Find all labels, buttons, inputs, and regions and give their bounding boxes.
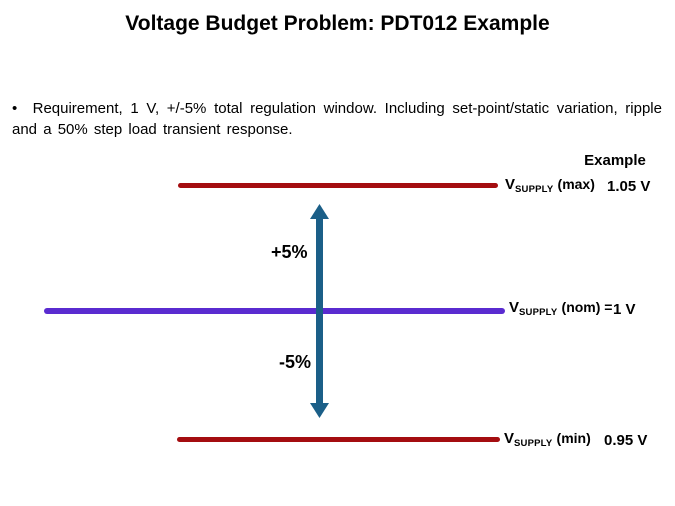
- vmin-label-subscript: SUPPLY: [514, 438, 553, 449]
- vmax-label-v: V: [505, 176, 516, 193]
- plus-five-percent-label: +5%: [271, 242, 308, 262]
- page-title: Voltage Budget Problem: PDT012 Example: [125, 12, 550, 35]
- vnom-line: [44, 308, 505, 314]
- vnom-label-subscript: SUPPLY: [519, 307, 558, 318]
- vmin-label-paren: (min): [556, 430, 591, 446]
- vmin-line: [177, 437, 500, 442]
- vmin-label: VSUPPLY (min): [504, 430, 591, 449]
- vnom-label-paren: (nom) =: [561, 299, 613, 315]
- vnom-value: 1 V: [613, 301, 636, 318]
- bullet-marker: •: [12, 100, 18, 117]
- requirement-bullet: • Requirement, 1 V, +/-5% total regulati…: [12, 98, 662, 140]
- vmax-label-subscript: SUPPLY: [515, 184, 554, 195]
- bullet-text: Requirement, 1 V, +/-5% total regulation…: [12, 100, 662, 138]
- vmin-value: 0.95 V: [604, 432, 648, 449]
- vmax-line: [178, 183, 498, 188]
- vnom-label-v: V: [509, 299, 520, 316]
- vnom-label: VSUPPLY (nom) =: [509, 299, 612, 318]
- arrow-down-head-icon: [310, 403, 329, 418]
- vmax-value: 1.05 V: [607, 178, 651, 195]
- arrow-shaft: [316, 217, 323, 405]
- example-column-header: Example: [584, 152, 646, 169]
- tolerance-double-arrow: [310, 204, 329, 418]
- vmax-label: VSUPPLY (max): [505, 176, 595, 195]
- vmin-label-v: V: [504, 430, 515, 447]
- vmax-label-paren: (max): [557, 176, 595, 192]
- minus-five-percent-label: -5%: [279, 352, 312, 372]
